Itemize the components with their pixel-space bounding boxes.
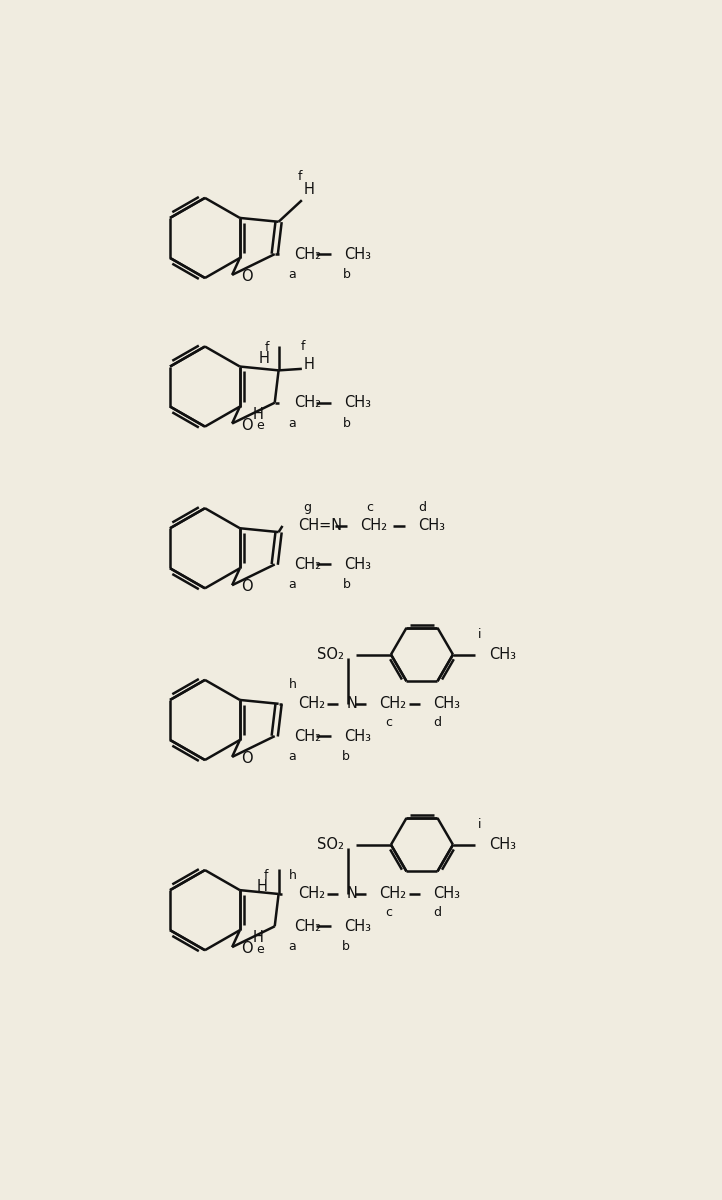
Text: CH₃: CH₃	[344, 247, 372, 262]
Text: h: h	[289, 678, 297, 691]
Text: d: d	[433, 906, 441, 919]
Text: H: H	[303, 182, 314, 197]
Text: CH₂: CH₂	[379, 696, 406, 712]
Text: SO₂: SO₂	[318, 838, 344, 852]
Text: H: H	[303, 356, 314, 372]
Text: CH₃: CH₃	[344, 919, 372, 934]
Text: CH₃: CH₃	[434, 887, 461, 901]
Text: h: h	[289, 869, 297, 882]
Text: a: a	[289, 268, 297, 281]
Text: b: b	[343, 578, 351, 592]
Text: e: e	[256, 419, 264, 432]
Text: c: c	[385, 906, 392, 919]
Text: SO₂: SO₂	[318, 647, 344, 662]
Text: g: g	[303, 500, 311, 514]
Text: a: a	[288, 750, 295, 763]
Text: N: N	[347, 887, 357, 901]
Text: a: a	[289, 578, 297, 592]
Text: c: c	[366, 500, 373, 514]
Text: f: f	[298, 170, 303, 184]
Text: b: b	[342, 750, 350, 763]
Text: CH₃: CH₃	[418, 518, 445, 534]
Text: e: e	[256, 943, 264, 956]
Text: N: N	[347, 696, 357, 712]
Text: O: O	[241, 269, 253, 284]
Text: b: b	[343, 268, 351, 281]
Text: f: f	[265, 341, 269, 354]
Text: CH₂: CH₂	[294, 728, 321, 744]
Text: O: O	[241, 418, 253, 432]
Text: CH₂: CH₂	[294, 247, 321, 262]
Text: CH=N: CH=N	[298, 518, 342, 534]
Text: CH₂: CH₂	[379, 887, 406, 901]
Text: CH₃: CH₃	[489, 838, 516, 852]
Text: CH₃: CH₃	[344, 395, 372, 410]
Text: H: H	[253, 407, 264, 421]
Text: CH₂: CH₂	[298, 696, 325, 712]
Text: CH₂: CH₂	[294, 395, 321, 410]
Text: CH₃: CH₃	[434, 696, 461, 712]
Text: H: H	[258, 350, 269, 366]
Text: O: O	[241, 941, 253, 956]
Text: d: d	[418, 500, 426, 514]
Text: CH₂: CH₂	[360, 518, 387, 534]
Text: CH₂: CH₂	[294, 919, 321, 934]
Text: i: i	[479, 818, 482, 830]
Text: O: O	[241, 751, 253, 766]
Text: a: a	[288, 940, 295, 953]
Text: O: O	[241, 580, 253, 594]
Text: CH₃: CH₃	[489, 647, 516, 662]
Text: H: H	[257, 878, 268, 894]
Text: CH₂: CH₂	[298, 887, 325, 901]
Text: b: b	[343, 416, 351, 430]
Text: CH₂: CH₂	[294, 557, 321, 572]
Text: a: a	[289, 416, 297, 430]
Text: i: i	[479, 628, 482, 641]
Text: c: c	[385, 716, 392, 730]
Text: f: f	[264, 869, 268, 882]
Text: f: f	[300, 341, 305, 354]
Text: CH₃: CH₃	[344, 557, 372, 572]
Text: b: b	[342, 940, 350, 953]
Text: H: H	[253, 930, 264, 946]
Text: d: d	[433, 716, 441, 730]
Text: CH₃: CH₃	[344, 728, 372, 744]
